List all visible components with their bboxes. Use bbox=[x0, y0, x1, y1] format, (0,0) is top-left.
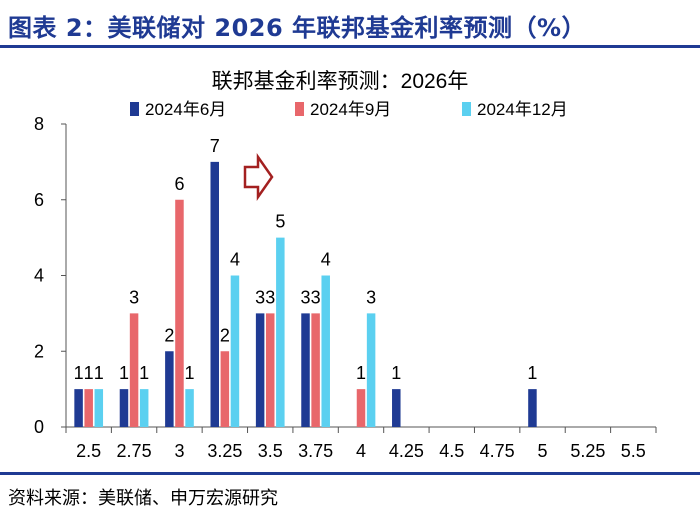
bar bbox=[528, 389, 537, 427]
bar bbox=[220, 351, 230, 427]
x-tick-label: 4.25 bbox=[389, 441, 424, 461]
bar-data-label: 3 bbox=[311, 287, 321, 307]
x-tick-label: 4.75 bbox=[480, 441, 515, 461]
bar-data-label: 3 bbox=[366, 287, 376, 307]
bar-data-label: 1 bbox=[356, 363, 366, 383]
x-tick-label: 4 bbox=[356, 441, 366, 461]
source-note: 资料来源：美联储、申万宏源研究 bbox=[8, 488, 278, 509]
bar-data-label: 1 bbox=[119, 363, 129, 383]
x-tick-label: 3 bbox=[174, 441, 184, 461]
y-axis: 0 2 4 6 8 bbox=[34, 114, 67, 437]
bar bbox=[301, 313, 310, 427]
bar bbox=[119, 389, 129, 427]
legend-label: 2024年9月 bbox=[310, 100, 391, 119]
legend-swatch bbox=[130, 102, 139, 116]
bar bbox=[276, 237, 285, 427]
bar-data-label: 1 bbox=[84, 363, 94, 383]
bar-data-label: 2 bbox=[220, 325, 230, 345]
y-tick-label: 8 bbox=[34, 114, 44, 134]
bar-data-label: 1 bbox=[185, 363, 195, 383]
bar bbox=[311, 313, 320, 427]
bar bbox=[165, 351, 174, 427]
bar-data-label: 1 bbox=[139, 363, 149, 383]
x-tick-label: 5 bbox=[538, 441, 548, 461]
x-tick-label: 3.5 bbox=[258, 441, 283, 461]
bar bbox=[255, 313, 265, 427]
bar bbox=[84, 389, 93, 427]
bar bbox=[94, 389, 104, 427]
figure-title: 图表 2：美联储对 2026 年联邦基金利率预测（%） bbox=[8, 14, 587, 42]
source-rule bbox=[0, 472, 700, 475]
legend: 2024年6月 2024年9月 2024年12月 bbox=[130, 100, 568, 119]
legend-swatch bbox=[462, 102, 471, 116]
bar-data-label: 3 bbox=[265, 287, 275, 307]
y-tick-label: 0 bbox=[34, 417, 44, 437]
x-axis: 2.5 2.75 3 3.25 3.5 3.75 4 4.25 4.5 4.75 5 5.25 5.5 bbox=[65, 426, 657, 461]
bar-data-label: 3 bbox=[301, 287, 311, 307]
bar bbox=[230, 275, 240, 427]
x-tick-label: 2.75 bbox=[117, 441, 152, 461]
bar bbox=[74, 389, 83, 427]
x-tick-label: 5.25 bbox=[570, 441, 605, 461]
bar bbox=[392, 389, 401, 427]
bar-data-label: 1 bbox=[74, 363, 84, 383]
y-tick-label: 6 bbox=[34, 190, 44, 210]
bar-data-label: 6 bbox=[174, 174, 184, 194]
bar-data-label: 1 bbox=[94, 363, 104, 383]
bar bbox=[265, 313, 275, 427]
bar bbox=[210, 161, 219, 427]
x-tick-label: 3.75 bbox=[298, 441, 333, 461]
bar-data-label: 4 bbox=[321, 250, 331, 270]
x-tick-label: 5.5 bbox=[621, 441, 646, 461]
bar-data-label: 5 bbox=[275, 212, 285, 232]
bar-data-label: 1 bbox=[391, 363, 401, 383]
y-tick-label: 4 bbox=[34, 266, 44, 286]
x-tick-label: 3.25 bbox=[207, 441, 242, 461]
bar-data-label: 7 bbox=[210, 136, 220, 156]
bar-data-label: 1 bbox=[527, 363, 537, 383]
bar-data-label: 4 bbox=[230, 250, 240, 270]
legend-label: 2024年12月 bbox=[477, 100, 568, 119]
bar bbox=[366, 313, 376, 427]
bar-data-label: 2 bbox=[164, 325, 174, 345]
right-arrow-icon bbox=[243, 153, 274, 201]
bar-data-label: 3 bbox=[129, 287, 139, 307]
bar bbox=[129, 313, 139, 427]
bar-data-label: 3 bbox=[255, 287, 265, 307]
chart-title: 联邦基金利率预测：2026年 bbox=[212, 70, 469, 93]
legend-label: 2024年6月 bbox=[145, 100, 226, 119]
bar bbox=[356, 389, 366, 427]
legend-swatch bbox=[295, 102, 304, 116]
bar bbox=[139, 389, 149, 427]
y-tick-label: 2 bbox=[34, 341, 44, 361]
bar-chart: 联邦基金利率预测：2026年 2024年6月 2024年9月 2024年12月 0 2… bbox=[34, 70, 657, 461]
title-rule bbox=[0, 45, 700, 48]
bar bbox=[321, 275, 330, 427]
x-tick-label: 4.5 bbox=[439, 441, 464, 461]
bar bbox=[185, 389, 194, 427]
x-tick-label: 2.5 bbox=[76, 441, 101, 461]
bars bbox=[74, 161, 537, 427]
bar bbox=[175, 199, 184, 427]
